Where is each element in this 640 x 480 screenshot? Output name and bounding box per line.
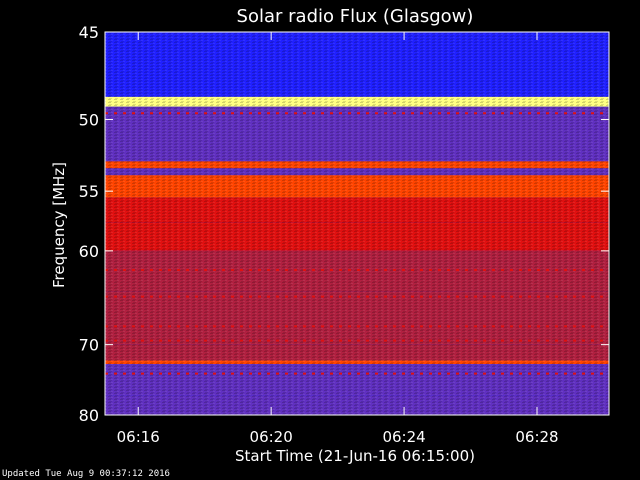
x-tick-label: 06:24 [382, 428, 425, 446]
chart-title: Solar radio Flux (Glasgow) [237, 6, 474, 27]
y-tick-label: 70 [79, 336, 99, 355]
x-tick-label: 06:28 [515, 428, 558, 446]
plot-area [105, 32, 609, 415]
noise-texture [105, 32, 609, 415]
update-timestamp: Updated Tue Aug 9 00:37:12 2016 [2, 469, 170, 479]
y-tick-label: 60 [79, 242, 99, 261]
y-axis-label: Frequency [MHz] [50, 162, 68, 288]
y-tick-label: 55 [79, 182, 99, 201]
x-tick-label: 06:16 [117, 428, 160, 446]
y-tick-label: 45 [79, 23, 99, 42]
x-axis-label: Start Time (21-Jun-16 06:15:00) [235, 447, 475, 465]
y-tick-label: 50 [79, 111, 99, 130]
axis-ticks: 45 50 55 60 70 80 06:16 06:20 06:24 06:28 [79, 23, 609, 446]
plot-frame [104, 31, 610, 416]
y-tick-label: 80 [79, 406, 99, 425]
x-tick-label: 06:20 [250, 428, 293, 446]
